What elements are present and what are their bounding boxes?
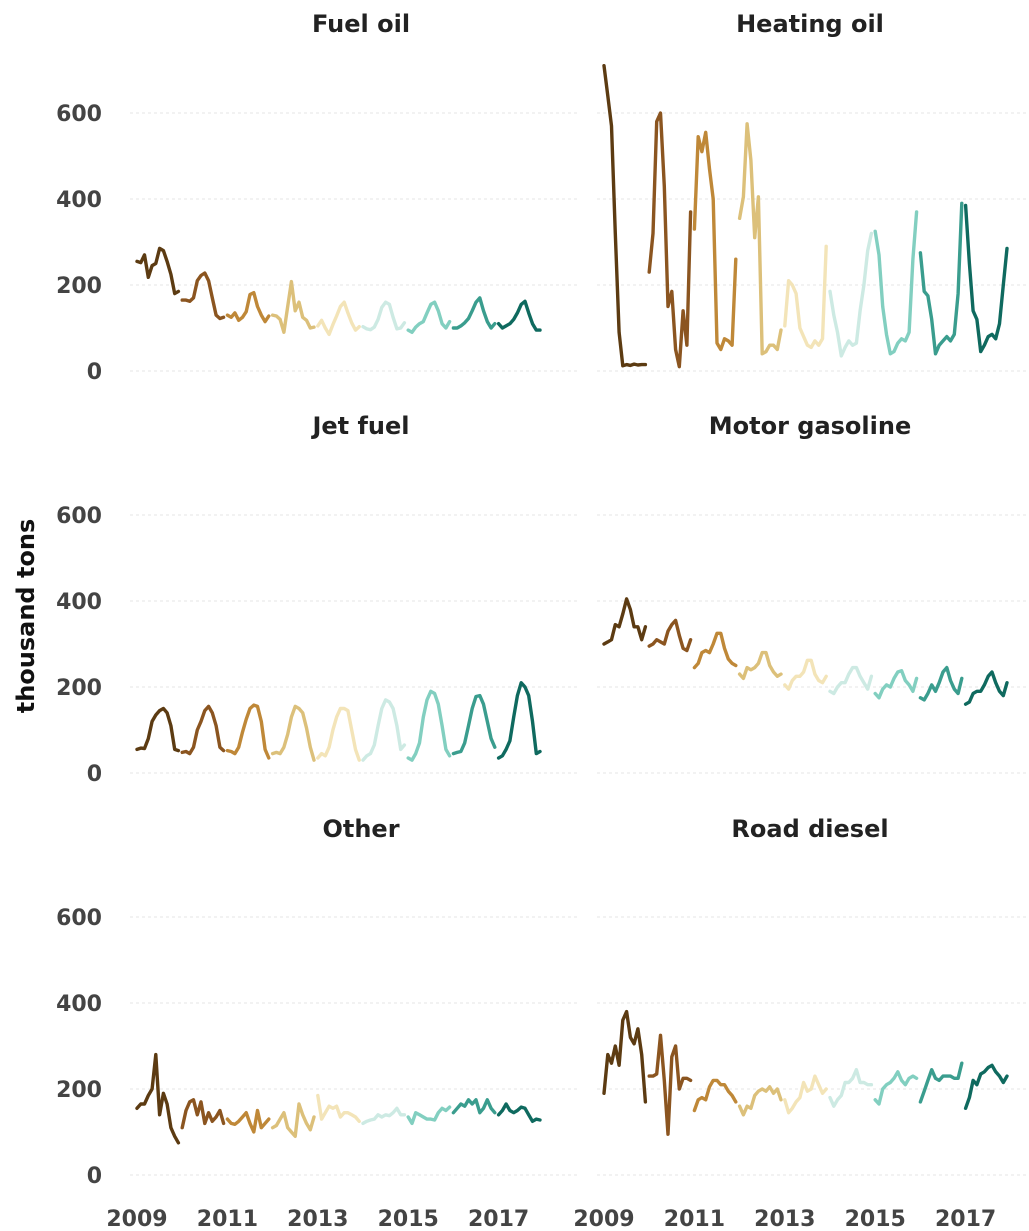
y-tick-label: 400 [56,590,102,615]
panel-title: Other [322,815,399,843]
series-line-2014 [828,231,874,358]
series-line-2015 [873,210,919,356]
series-line-2011 [225,1108,271,1134]
panel-other: 0 200 400 600 2009 2011 2013 2015 2017 Other [56,815,578,1231]
panel-fuel-oil: 0 200 400 600 Fuel oil [56,10,578,385]
y-axis-title: thousand tons [12,519,40,714]
series-line-2014 [361,300,407,332]
series-line-2009 [602,1009,648,1104]
series-line-2011 [692,631,738,670]
series-line-2016 [918,665,964,702]
series-line-2016 [451,296,497,330]
series-line-2011 [692,1078,738,1113]
series-line-2010 [180,271,226,321]
series-line-2015 [406,689,452,762]
series-line-2012 [270,279,316,334]
series-line-2017 [496,299,542,332]
series-line-2013 [316,706,361,762]
series-line-2010 [180,704,226,756]
series-line-2009 [135,246,181,296]
series-line-2017 [963,203,1009,354]
panel-title: Heating oil [736,10,884,38]
panel-title: Fuel oil [312,10,410,38]
panel-title: Road diesel [731,815,888,843]
x-tick-label: 2017 [935,1207,996,1231]
x-tick-label: 2011 [197,1207,258,1231]
series-line-2017 [963,670,1009,706]
x-tick-label: 2011 [664,1207,725,1231]
series-line-2011 [225,291,271,324]
series-line-2013 [316,1093,361,1124]
series-line-2013 [316,300,361,337]
x-tick-label: 2017 [468,1207,529,1231]
series-line-2016 [918,1061,964,1104]
series-line-2015 [873,1070,919,1106]
series-line-2009 [135,1052,181,1145]
y-tick-label: 200 [56,676,102,701]
series-line-2017 [496,681,542,760]
panel-road-diesel: 2009 2011 2013 2015 2017 Road diesel [573,815,1029,1231]
x-tick-label: 2015 [378,1207,439,1231]
x-tick-label: 2015 [845,1207,906,1231]
y-tick-label: 200 [56,274,102,299]
panel-jet-fuel: 0 200 400 600 Jet fuel [56,412,578,787]
y-tick-label: 0 [87,360,102,385]
series-line-2016 [451,1098,497,1115]
series-line-2013 [783,244,828,350]
series-line-2013 [783,1074,828,1115]
y-tick-label: 200 [56,1078,102,1103]
series-line-2015 [406,1105,452,1126]
y-tick-label: 600 [56,906,102,931]
series-line-2012 [270,704,316,762]
series-line-2014 [828,1067,874,1108]
series-line-2010 [647,1033,693,1136]
y-tick-label: 600 [56,102,102,127]
y-tick-label: 0 [87,762,102,787]
x-tick-label: 2009 [573,1207,634,1231]
series-line-2012 [737,1085,783,1117]
series-line-2012 [270,1102,316,1139]
panel-title: Motor gasoline [709,412,912,440]
panel-heating-oil: Heating oil [597,10,1029,372]
series-line-2009 [135,706,181,753]
y-tick-label: 0 [87,1164,102,1189]
x-tick-label: 2013 [754,1207,815,1231]
series-line-2014 [361,698,407,762]
series-line-2016 [918,201,964,356]
series-line-2017 [963,1063,1009,1111]
series-line-2014 [828,665,874,696]
y-tick-label: 400 [56,992,102,1017]
series-line-2014 [361,1106,407,1126]
series-line-2009 [602,63,648,368]
panel-motor-gasoline: Motor gasoline [597,412,1029,774]
y-tick-label: 400 [56,188,102,213]
series-line-2010 [180,1098,226,1130]
series-line-2012 [737,650,783,681]
series-line-2010 [647,618,693,653]
y-tick-label: 600 [56,504,102,529]
series-line-2017 [496,1102,542,1124]
series-line-2011 [225,703,271,760]
series-line-2011 [692,130,738,352]
x-tick-label: 2013 [287,1207,348,1231]
series-line-2015 [873,669,919,700]
x-tick-label: 2009 [106,1207,167,1231]
series-line-2016 [451,693,497,756]
series-line-2009 [602,597,648,646]
series-line-2015 [406,300,452,334]
series-line-2012 [737,122,783,356]
series-line-2013 [783,658,828,691]
panel-title: Jet fuel [310,412,409,440]
series-line-2010 [647,111,693,369]
